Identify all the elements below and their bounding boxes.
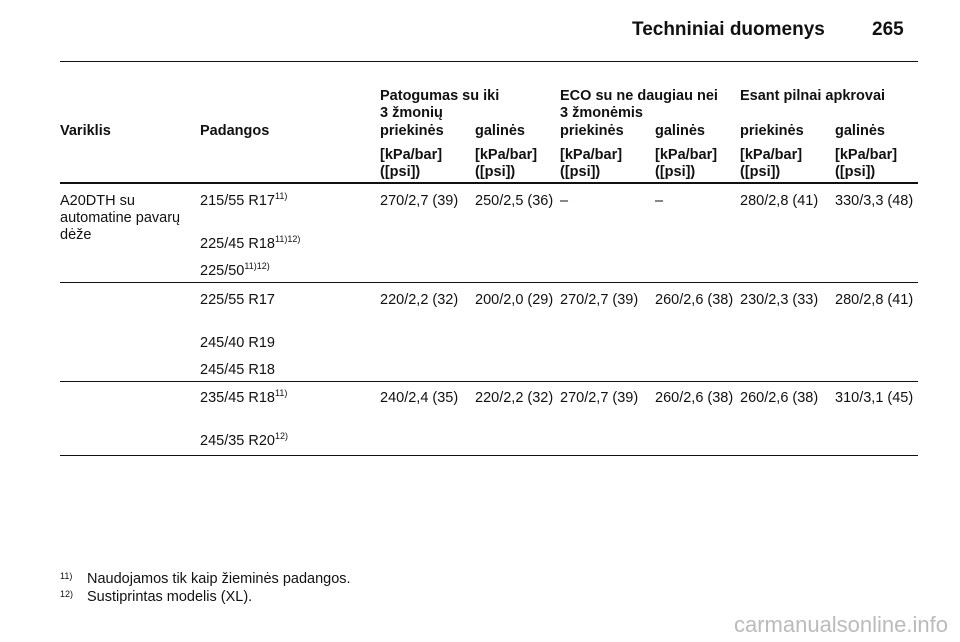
- footnote-mark: 11): [274, 191, 288, 201]
- pressure: 260/2,6 (38): [655, 292, 734, 308]
- tire-size: 235/45 R1811): [200, 388, 288, 407]
- tire-size: 245/40 R19: [200, 335, 275, 351]
- rule: [60, 455, 918, 456]
- tire-size: 225/55 R17: [200, 292, 275, 308]
- pressure: 270/2,7 (39): [560, 292, 639, 308]
- watermark: carmanualsonline.info: [733, 612, 948, 637]
- pressure: 280/2,8 (41): [740, 193, 819, 209]
- column-header: galinės: [655, 123, 705, 139]
- tire-size: 215/55 R1711): [200, 191, 288, 210]
- footnote-mark: 11): [274, 388, 288, 398]
- pressure: 220/2,2 (32): [380, 292, 459, 308]
- pressure: 310/3,1 (45): [835, 390, 914, 406]
- pressure: 200/2,0 (29): [475, 292, 554, 308]
- pressure: –: [560, 193, 569, 209]
- pressure: 230/2,3 (33): [740, 292, 819, 308]
- pressure: –: [655, 193, 664, 209]
- rule: [60, 381, 918, 382]
- pressure: 220/2,2 (32): [475, 390, 554, 406]
- unit-header: [kPa/bar] ([psi]): [655, 147, 718, 180]
- column-header: priekinės: [740, 123, 804, 139]
- rule: [60, 282, 918, 283]
- pressure: 270/2,7 (39): [560, 390, 639, 406]
- pressure: 240/2,4 (35): [380, 390, 459, 406]
- footnote-mark: 11)12): [274, 234, 301, 244]
- rule: [60, 61, 918, 62]
- footnote-mark: 11): [60, 571, 73, 581]
- tire-size: 225/5011)12): [200, 261, 270, 280]
- column-header: Padangos: [200, 123, 270, 139]
- page-title: Techniniai duomenys: [632, 19, 825, 40]
- tire-size: 245/45 R18: [200, 362, 275, 378]
- column-header: priekinės: [560, 123, 624, 139]
- footnote-mark: 12): [274, 431, 288, 441]
- group-header: Esant pilnai apkrovai: [740, 88, 886, 104]
- rule: [60, 182, 918, 184]
- tire-size: 245/35 R2012): [200, 431, 288, 450]
- column-header: galinės: [835, 123, 885, 139]
- column-header: galinės: [475, 123, 525, 139]
- pressure: 280/2,8 (41): [835, 292, 914, 308]
- column-header: Variklis: [60, 123, 111, 139]
- unit-header: [kPa/bar] ([psi]): [740, 147, 803, 180]
- tire-size: 225/45 R1811)12): [200, 234, 301, 253]
- page-number: 265: [872, 19, 904, 40]
- pressure: 260/2,6 (38): [655, 390, 734, 406]
- pressure: 270/2,7 (39): [380, 193, 459, 209]
- footnote-mark: 11)12): [244, 261, 270, 271]
- unit-header: [kPa/bar] ([psi]): [560, 147, 623, 180]
- group-header: Patogumas su iki 3 žmonių: [380, 88, 500, 121]
- footnote-text: Sustiprintas modelis (XL).: [87, 589, 253, 605]
- group-header: ECO su ne daugiau nei 3 žmonėmis: [560, 88, 718, 121]
- unit-header: [kPa/bar] ([psi]): [835, 147, 898, 180]
- footnote-mark: 12): [60, 589, 74, 599]
- column-header: priekinės: [380, 123, 444, 139]
- footnote-text: Naudojamos tik kaip žieminės padangos.: [87, 571, 351, 587]
- unit-header: [kPa/bar] ([psi]): [475, 147, 538, 180]
- unit-header: [kPa/bar] ([psi]): [380, 147, 443, 180]
- engine: A20DTH su automatine pavarų dėže: [60, 193, 181, 243]
- pressure: 260/2,6 (38): [740, 390, 819, 406]
- pressure: 330/3,3 (48): [835, 193, 914, 209]
- pressure: 250/2,5 (36): [475, 193, 554, 209]
